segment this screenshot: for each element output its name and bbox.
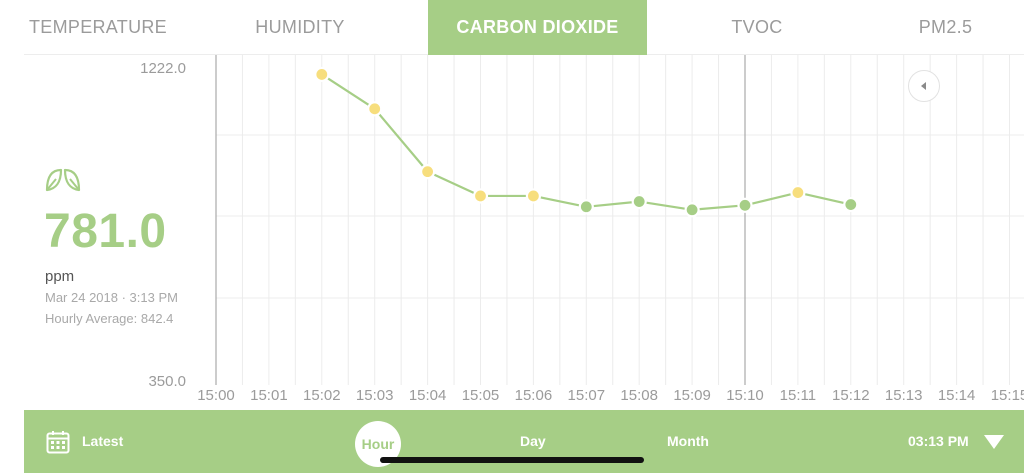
x-tick-label: 15:01 xyxy=(250,387,288,404)
calendar-icon[interactable] xyxy=(46,430,70,454)
x-tick-label: 15:07 xyxy=(568,387,606,404)
x-tick-label: 15:11 xyxy=(780,387,816,404)
x-tick-label: 15:02 xyxy=(303,387,341,404)
data-point xyxy=(578,199,594,215)
tab-tvoc[interactable]: TVOC xyxy=(731,17,783,37)
x-tick-label: 15:06 xyxy=(515,387,553,404)
unit-label: ppm xyxy=(45,268,75,285)
period-hour-button[interactable]: Hour xyxy=(355,421,401,467)
period-day-button[interactable]: Day xyxy=(520,433,546,449)
x-tick-label: 15:08 xyxy=(620,387,658,404)
data-point xyxy=(314,66,330,83)
x-tick-label: 15:14 xyxy=(938,387,976,404)
data-point xyxy=(737,197,753,213)
time-selector[interactable]: 03:13 PM xyxy=(908,433,969,449)
x-tick-label: 15:05 xyxy=(462,387,500,404)
x-tick-label: 15:03 xyxy=(356,387,394,404)
x-tick-label: 15:15 xyxy=(991,387,1024,404)
period-month-button[interactable]: Month xyxy=(667,433,709,449)
home-indicator xyxy=(380,457,644,463)
y-tick-max: 1222.0 xyxy=(140,60,186,77)
y-tick-min: 350.0 xyxy=(148,373,186,390)
x-tick-label: 15:10 xyxy=(726,387,764,404)
tab-carbon-dioxide[interactable]: CARBON DIOXIDE xyxy=(428,0,647,55)
x-tick-label: 15:00 xyxy=(197,387,235,404)
hourly-average: Hourly Average: 842.4 xyxy=(45,311,174,326)
x-tick-label: 15:12 xyxy=(832,387,870,404)
data-point xyxy=(684,202,700,218)
data-point xyxy=(631,193,647,210)
data-point xyxy=(790,184,806,201)
x-tick-label: 15:04 xyxy=(409,387,447,404)
latest-button[interactable]: Latest xyxy=(82,433,124,449)
data-point xyxy=(525,188,542,204)
tab-pm25[interactable]: PM2.5 xyxy=(918,17,973,37)
x-tick-label: 15:13 xyxy=(885,387,923,404)
data-point xyxy=(367,101,383,117)
timestamp: Mar 24 2018 · 3:13 PM xyxy=(45,290,178,305)
leaf-icon xyxy=(45,168,81,192)
dropdown-triangle-icon[interactable] xyxy=(984,435,1004,449)
data-point xyxy=(472,188,489,204)
tab-bar: TEMPERATURE HUMIDITY CARBON DIOXIDE TVOC… xyxy=(24,0,1024,55)
bottom-toolbar: Latest Hour Day Month 03:13 PM xyxy=(24,410,1024,473)
tab-temperature[interactable]: TEMPERATURE xyxy=(29,17,167,37)
chevron-left-icon xyxy=(921,82,926,90)
current-value: 781.0 xyxy=(44,205,167,258)
collapse-button[interactable] xyxy=(908,70,940,102)
data-point xyxy=(420,164,436,180)
tab-humidity[interactable]: HUMIDITY xyxy=(255,17,345,37)
data-point xyxy=(843,196,859,213)
x-tick-label: 15:09 xyxy=(673,387,711,404)
